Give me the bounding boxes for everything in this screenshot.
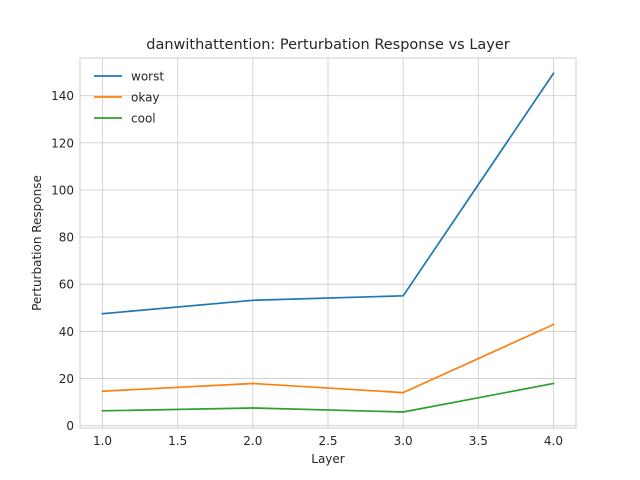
y-tick-label-80: 80	[59, 231, 74, 245]
y-tick-label-20: 20	[59, 372, 74, 386]
x-axis-label: Layer	[311, 452, 345, 466]
legend: worst okay cool	[94, 70, 164, 126]
x-tick-label-4-0: 4.0	[544, 434, 563, 448]
legend-label-okay: okay	[131, 91, 160, 105]
series-lines	[101, 72, 555, 413]
grid-lines	[80, 58, 576, 428]
x-tick-label-3-5: 3.5	[469, 434, 488, 448]
legend-label-cool: cool	[131, 112, 156, 126]
x-tick-label-3-0: 3.0	[394, 434, 413, 448]
y-tick-label-140: 140	[51, 89, 74, 103]
series-line-cool	[101, 382, 555, 413]
chart-title: danwithattention: Perturbation Response …	[146, 37, 510, 53]
x-tick-label-2-0: 2.0	[243, 434, 262, 448]
series-line-worst	[101, 72, 555, 315]
x-axis-ticks: 1.0 1.5 2.0 2.5 3.0 3.5 4.0	[93, 434, 563, 448]
series-line-okay	[101, 323, 555, 394]
y-tick-label-40: 40	[59, 325, 74, 339]
y-tick-label-0: 0	[66, 419, 74, 433]
y-axis-ticks: 0 20 40 60 80 100 120 140	[51, 89, 74, 433]
y-axis-label: Perturbation Response	[30, 175, 44, 311]
legend-label-worst: worst	[131, 70, 164, 84]
y-tick-label-120: 120	[51, 136, 74, 150]
y-tick-label-100: 100	[51, 183, 74, 197]
x-tick-label-1-5: 1.5	[168, 434, 187, 448]
x-tick-label-1-0: 1.0	[93, 434, 112, 448]
x-tick-label-2-5: 2.5	[318, 434, 337, 448]
y-tick-label-60: 60	[59, 278, 74, 292]
